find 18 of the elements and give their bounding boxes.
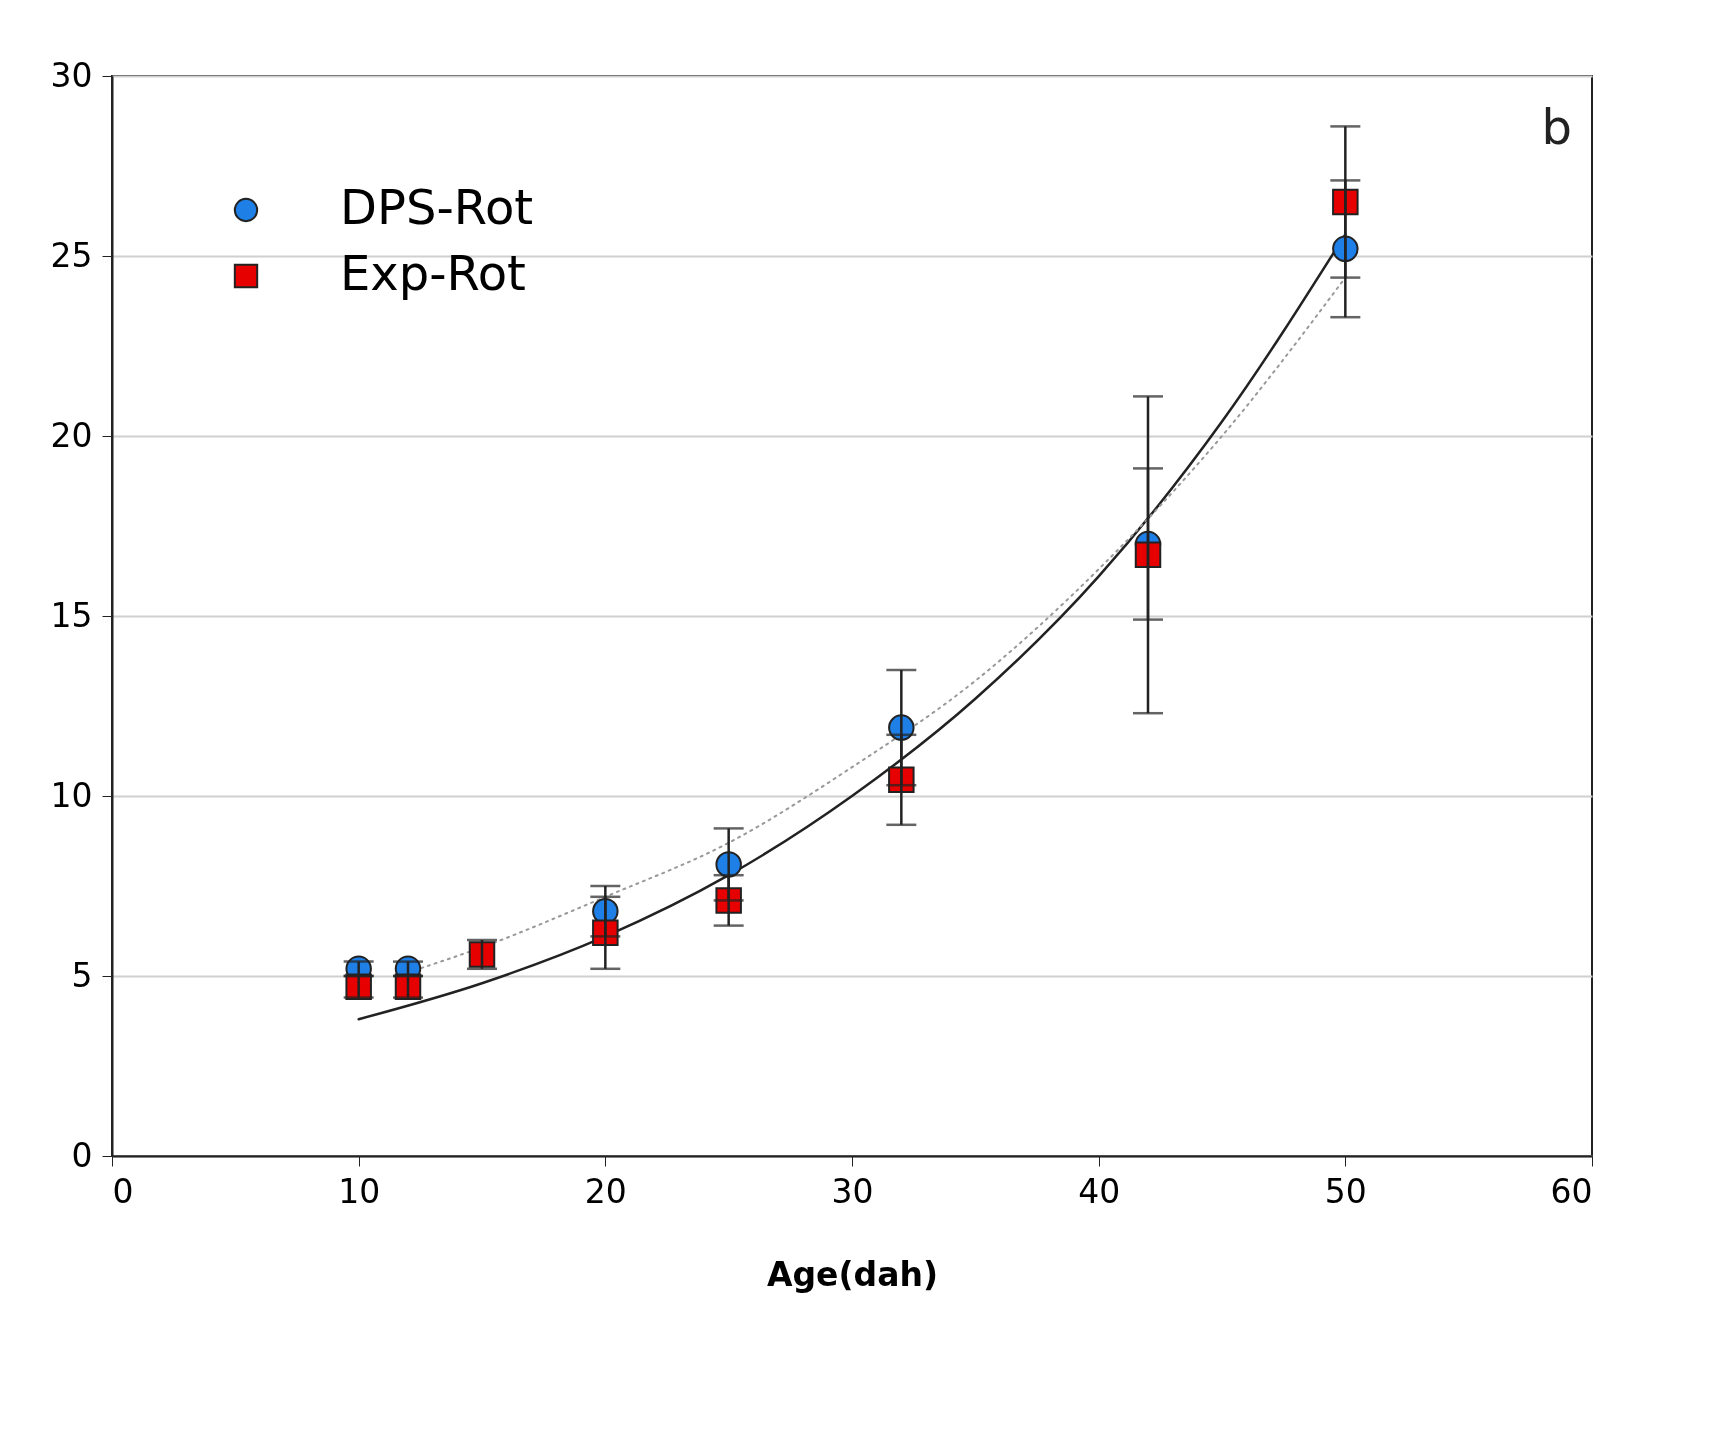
legend-label: Exp-Rot <box>340 245 526 301</box>
x-tick-label: 60 <box>1550 1171 1593 1211</box>
y-tick-label: 5 <box>71 955 93 995</box>
y-tick-label: 10 <box>50 775 93 815</box>
x-tick-label: 0 <box>112 1171 134 1211</box>
annotation: b <box>1541 99 1572 155</box>
legend-label: DPS-Rot <box>340 179 534 235</box>
x-tick-label: 10 <box>338 1171 381 1211</box>
y-tick-label: 15 <box>50 595 93 635</box>
y-tick-label: 25 <box>50 235 93 275</box>
x-tick-label: 30 <box>831 1171 874 1211</box>
y-tick-label: 20 <box>50 415 93 455</box>
x-tick-label: 20 <box>584 1171 627 1211</box>
y-tick-label: 30 <box>50 55 93 95</box>
x-axis-title: Age(dah) <box>766 1254 939 1294</box>
y-tick-label: 0 <box>71 1135 93 1175</box>
x-tick-label: 40 <box>1078 1171 1121 1211</box>
x-tick-label: 50 <box>1324 1171 1367 1211</box>
